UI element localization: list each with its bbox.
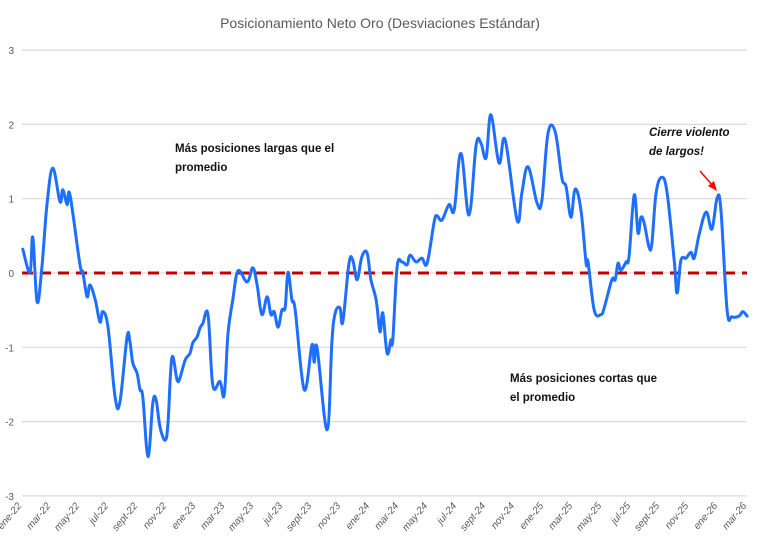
- arrow-icon: [699, 170, 714, 187]
- x-tick-label: may-22: [52, 501, 82, 534]
- x-tick-label: jul-25: [608, 501, 634, 529]
- x-tick-label: jul-22: [86, 501, 112, 529]
- x-tick-label: jul-23: [260, 501, 286, 529]
- annotation-short-positions: Más posiciones cortas que el promedio: [510, 373, 657, 404]
- annotation-long-positions: Más posiciones largas que el promedio: [175, 143, 334, 174]
- x-tick-label: mar-24: [373, 501, 402, 533]
- x-tick-label: sept-22: [110, 501, 140, 534]
- annotation-line: el promedio: [510, 392, 575, 404]
- x-tick-label: ene-22: [0, 501, 25, 532]
- x-tick-label: may-24: [400, 501, 430, 534]
- x-tick-label: may-25: [574, 501, 604, 534]
- x-tick-label: may-23: [226, 501, 256, 534]
- annotation-line: Más posiciones largas que el: [175, 143, 334, 155]
- x-tick-label: ene-25: [518, 501, 547, 532]
- x-tick-label: sept-25: [632, 501, 662, 534]
- x-tick-label: jul-24: [434, 501, 460, 529]
- y-axis: 3 2 1 0 -1 -2 -3: [5, 46, 14, 503]
- annotation-line: Cierre violento: [649, 127, 730, 139]
- x-tick-label: mar-23: [199, 501, 228, 533]
- x-tick-label: nov-24: [489, 501, 517, 532]
- y-tick-label: 1: [8, 195, 14, 206]
- y-tick-label: 2: [8, 120, 14, 131]
- x-tick-label: mar-25: [547, 501, 576, 533]
- x-tick-label: nov-25: [663, 501, 691, 532]
- y-tick-label: 0: [8, 269, 14, 280]
- x-axis: ene-22 mar-22 may-22 jul-22 sept-22 nov-22 ene…: [0, 501, 750, 534]
- x-tick-label: nov-23: [315, 501, 343, 532]
- annotation-long-liquidation: Cierre violento de largos!: [649, 127, 730, 191]
- annotation-line: de largos!: [649, 146, 704, 158]
- x-tick-label: mar-26: [721, 501, 750, 533]
- y-tick-label: -3: [5, 492, 14, 503]
- x-tick-label: nov-22: [141, 501, 169, 532]
- x-tick-label: sept-24: [458, 501, 488, 534]
- x-tick-label: ene-23: [170, 501, 199, 532]
- series-line: [21, 113, 749, 459]
- x-tick-label: mar-22: [25, 501, 54, 533]
- y-tick-label: -2: [5, 418, 14, 429]
- x-tick-label: ene-24: [344, 501, 373, 532]
- y-tick-label: 3: [8, 46, 14, 57]
- y-tick-label: -1: [5, 343, 14, 354]
- x-tick-label: ene-26: [692, 501, 721, 532]
- gridlines: [22, 49, 747, 497]
- x-tick-label: sept-23: [284, 501, 314, 534]
- annotation-line: Más posiciones cortas que: [510, 373, 657, 385]
- arrow-head-icon: [708, 181, 717, 191]
- annotation-line: promedio: [175, 162, 227, 174]
- chart-title: Posicionamiento Neto Oro (Desviaciones E…: [220, 15, 540, 31]
